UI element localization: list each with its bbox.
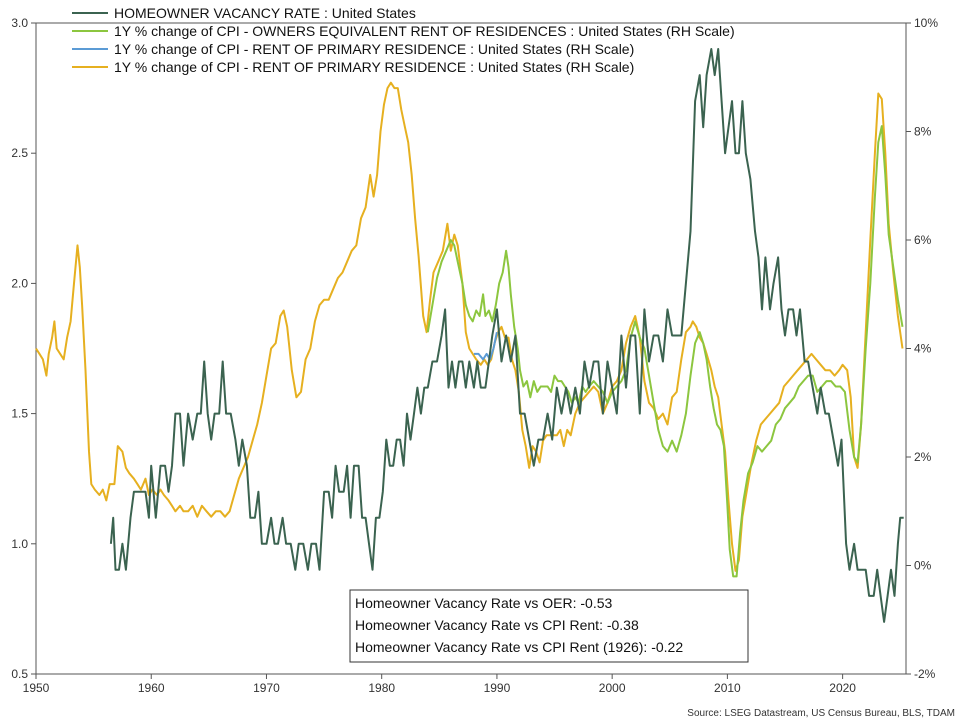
series-lines [35,48,904,623]
legend-label-0: HOMEOWNER VACANCY RATE : United States [114,5,416,21]
x-tick-label: 1990 [484,681,511,695]
right-y-tick-label: 0% [914,559,932,573]
x-tick-label: 2000 [599,681,626,695]
legend-label-2: 1Y % change of CPI - RENT OF PRIMARY RES… [114,41,634,57]
x-tick-label: 2020 [829,681,856,695]
right-y-axis-ticks: -2% 0% 2% 4% 6% 8% 10% [906,16,938,681]
left-y-axis-ticks: 0.5 1.0 1.5 2.0 2.5 3.0 [11,16,36,681]
correlation-line-2: Homeowner Vacancy Rate vs CPI Rent (1926… [355,639,683,655]
left-y-tick-label: 1.0 [11,537,28,551]
correlation-box: Homeowner Vacancy Rate vs OER: -0.53 Home… [349,589,749,663]
source-note: Source: LSEG Datastream, US Census Burea… [687,708,955,719]
series-line-1 [426,125,904,578]
correlation-line-0: Homeowner Vacancy Rate vs OER: -0.53 [355,595,613,611]
x-tick-label: 1960 [138,681,165,695]
right-y-tick-label: 10% [914,16,938,30]
legend: HOMEOWNER VACANCY RATE : United States 1Y… [72,5,735,75]
right-y-tick-label: 6% [914,233,932,247]
correlation-line-1: Homeowner Vacancy Rate vs CPI Rent: -0.3… [355,617,639,633]
left-y-tick-label: 1.5 [11,407,28,421]
right-y-tick-label: 2% [914,450,932,464]
left-y-tick-label: 3.0 [11,16,28,30]
right-y-tick-label: 8% [914,125,932,139]
left-y-tick-label: 0.5 [11,667,28,681]
axes-frame [35,22,907,675]
x-tick-label: 1950 [23,681,50,695]
x-axis-ticks: 1950 1960 1970 1980 1990 2000 2010 2020 [23,674,856,695]
x-tick-label: 2010 [714,681,741,695]
left-y-tick-label: 2.5 [11,146,28,160]
series-line-2 [473,331,498,361]
series-line-3 [35,81,904,572]
correlation-box-frame [349,589,749,663]
right-y-tick-label: 4% [914,342,932,356]
legend-label-3: 1Y % change of CPI - RENT OF PRIMARY RES… [114,59,634,75]
left-y-tick-label: 2.0 [11,276,28,290]
x-tick-label: 1970 [253,681,280,695]
series-line-0 [109,48,904,623]
right-y-tick-label: -2% [914,667,936,681]
legend-label-1: 1Y % change of CPI - OWNERS EQUIVALENT R… [114,23,735,39]
plot-frame [35,22,907,675]
x-tick-label: 1980 [368,681,395,695]
